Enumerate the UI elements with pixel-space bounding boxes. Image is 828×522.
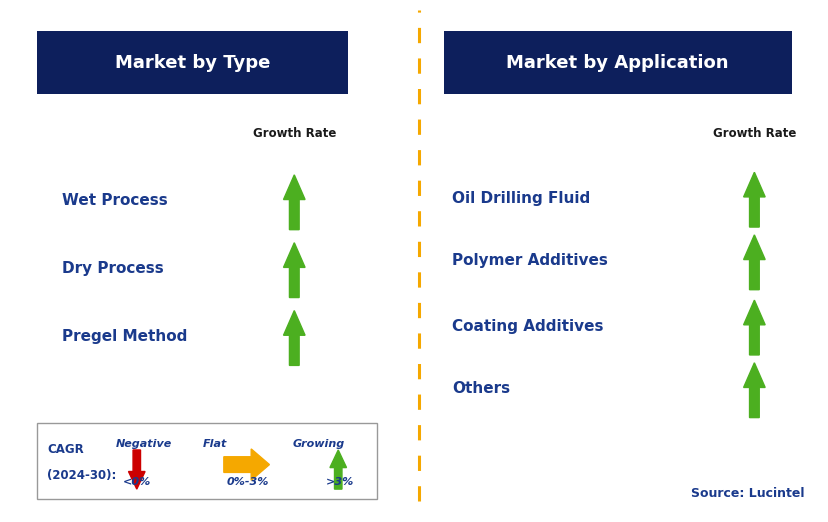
Text: Pregel Method: Pregel Method (62, 329, 187, 344)
Text: Negative: Negative (116, 439, 172, 449)
Polygon shape (330, 450, 346, 489)
Text: Others: Others (451, 382, 509, 396)
Polygon shape (283, 175, 305, 230)
Text: <0%: <0% (123, 477, 151, 487)
Text: Growth Rate: Growth Rate (253, 127, 335, 139)
Text: 0%-3%: 0%-3% (226, 477, 268, 487)
Polygon shape (743, 300, 764, 355)
Text: Flat: Flat (203, 439, 227, 449)
Text: Source: Lucintel: Source: Lucintel (690, 487, 803, 500)
Text: Wet Process: Wet Process (62, 194, 168, 208)
Text: (2024-30):: (2024-30): (47, 469, 117, 482)
Text: Growth Rate: Growth Rate (712, 127, 795, 139)
Text: Coating Additives: Coating Additives (451, 319, 603, 334)
Polygon shape (283, 243, 305, 298)
Text: >3%: >3% (325, 477, 354, 487)
FancyBboxPatch shape (37, 423, 377, 499)
Text: Market by Type: Market by Type (115, 54, 270, 72)
Polygon shape (224, 449, 269, 480)
Text: Dry Process: Dry Process (62, 262, 164, 276)
Polygon shape (128, 450, 145, 489)
Polygon shape (743, 363, 764, 418)
Text: Growing: Growing (292, 439, 344, 449)
Polygon shape (743, 172, 764, 227)
Polygon shape (743, 235, 764, 290)
Polygon shape (283, 311, 305, 365)
FancyBboxPatch shape (37, 31, 348, 94)
FancyBboxPatch shape (443, 31, 791, 94)
Text: Oil Drilling Fluid: Oil Drilling Fluid (451, 191, 590, 206)
Text: Polymer Additives: Polymer Additives (451, 254, 607, 268)
Text: Market by Application: Market by Application (506, 54, 728, 72)
Text: CAGR: CAGR (47, 443, 84, 456)
